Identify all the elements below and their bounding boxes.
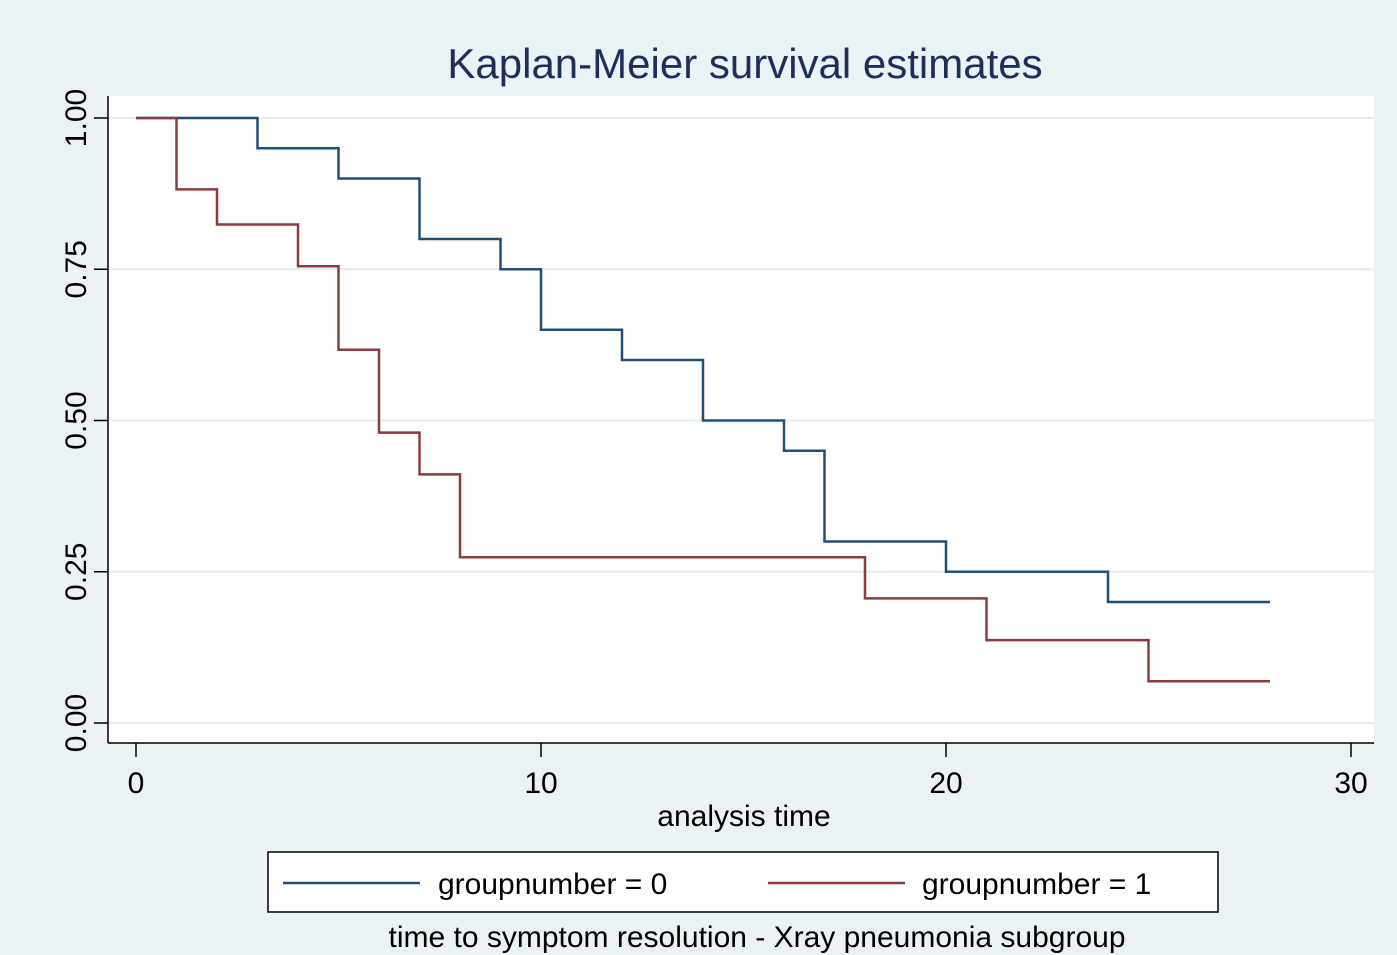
series-layer xyxy=(136,116,1270,683)
y-tick-label: 1.00 xyxy=(60,89,93,147)
x-tick-label: 0 xyxy=(128,767,145,800)
legend-label-1: groupnumber = 1 xyxy=(922,868,1151,901)
legend-label-0: groupnumber = 0 xyxy=(438,868,667,901)
x-tick-label: 10 xyxy=(524,767,557,800)
survival-curve-group-1 xyxy=(136,116,1270,683)
x-tick-label: 20 xyxy=(929,767,962,800)
x-tick-label: 30 xyxy=(1334,767,1367,800)
legend-box xyxy=(267,851,1219,913)
y-ticks: 0.00 0.25 0.50 0.75 1.00 xyxy=(60,89,108,752)
y-tick-label: 0.25 xyxy=(60,543,93,601)
axes xyxy=(107,96,1374,744)
legend: groupnumber = 0 groupnumber = 1 xyxy=(267,851,1219,913)
y-tick-label: 0.75 xyxy=(60,240,93,298)
chart-note: time to symptom resolution - Xray pneumo… xyxy=(388,921,1125,954)
x-axis-label: analysis time xyxy=(657,800,830,833)
y-tick-label: 0.00 xyxy=(60,694,93,752)
survival-curve-group-0 xyxy=(136,116,1270,604)
y-tick-label: 0.50 xyxy=(60,391,93,449)
chart-title: Kaplan-Meier survival estimates xyxy=(447,40,1042,87)
x-ticks: 0 10 20 30 xyxy=(128,743,1368,800)
